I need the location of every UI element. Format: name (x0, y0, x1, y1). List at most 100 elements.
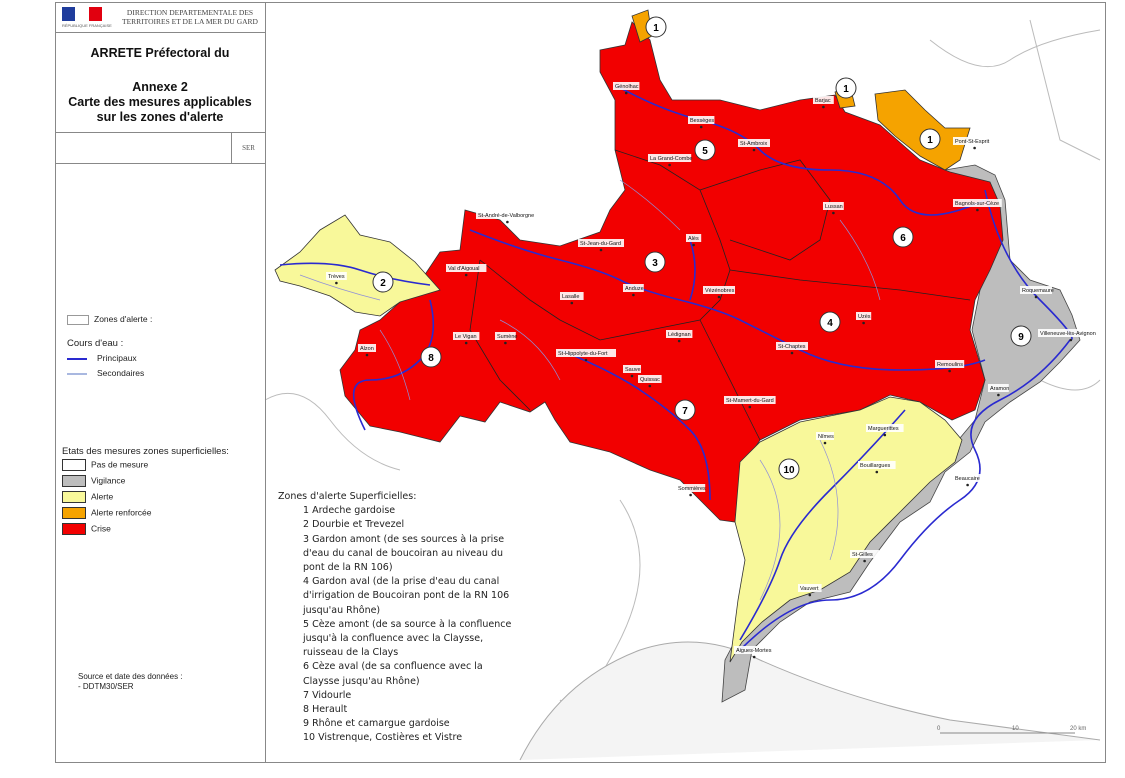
zone-list-item: 10 Vistrenque, Costières et Vistre (303, 732, 463, 744)
legend-panel: RÉPUBLIQUE FRANÇAISE DIRECTION DEPARTEME… (55, 2, 266, 762)
svg-text:3: 3 (652, 258, 658, 269)
svg-text:1: 1 (653, 23, 659, 34)
svg-text:Sauve: Sauve (625, 367, 641, 373)
svg-text:Quissac: Quissac (640, 377, 660, 383)
svg-text:Aigues-Mortes: Aigues-Mortes (736, 648, 772, 654)
town-label: Villeneuve-lès-Avignon (1038, 329, 1104, 342)
town-label: Pont-St-Esprit (953, 137, 997, 150)
service-label: SER (231, 133, 265, 163)
zone-list-item: 7 Vidourle (303, 689, 352, 701)
zone-marker-9: 9 (1010, 325, 1032, 347)
svg-text:Bessèges: Bessèges (690, 118, 714, 124)
svg-text:Lasalle: Lasalle (562, 294, 579, 300)
legend-river-main-label: Principaux (97, 353, 137, 363)
zone-2-alerte (274, 214, 441, 317)
legend-state-0: Pas de mesure (62, 459, 148, 471)
town-label: Lasalle (560, 292, 584, 305)
svg-text:6: 6 (900, 233, 906, 244)
town-label: Bessèges (688, 116, 714, 129)
svg-text:Vézénobres: Vézénobres (705, 288, 735, 294)
svg-text:2: 2 (380, 278, 386, 289)
legend-rivers-title: Cours d'eau : (67, 338, 124, 349)
svg-text:Marguerittes: Marguerittes (868, 426, 899, 432)
town-label: Uzès (856, 312, 872, 325)
map-title-line1: Carte des mesures applicables (68, 95, 252, 109)
town-labels: Génolhac Bessèges St-Ambroix Barjac Pont-St-… (326, 82, 1104, 659)
svg-text:10: 10 (783, 465, 795, 476)
legend-river-main: Principaux (67, 353, 137, 363)
svg-text:St-André-de-Valborgne: St-André-de-Valborgne (478, 213, 534, 219)
annex-title: Annexe 2 (132, 80, 188, 94)
svg-text:Bagnols-sur-Cèze: Bagnols-sur-Cèze (955, 201, 999, 207)
svg-text:Alès: Alès (688, 236, 699, 242)
svg-text:Lédignan: Lédignan (668, 332, 691, 338)
svg-text:Uzès: Uzès (858, 314, 871, 320)
town-label: Aigues-Mortes (734, 646, 775, 659)
town-label: Trèves (326, 272, 347, 285)
legend-state-label: Pas de mesure (91, 459, 149, 470)
zone-boundaries (469, 149, 971, 441)
zone-list-item: 1 Ardeche gardoise (303, 505, 396, 517)
legend-river-secondary: Secondaires (67, 368, 144, 378)
svg-text:St-Hippolyte-du-Fort: St-Hippolyte-du-Fort (558, 351, 608, 357)
town-label: Le Vigan (453, 332, 480, 345)
svg-text:Sommières: Sommières (678, 486, 706, 492)
town-label: Bagnols-sur-Cèze (953, 199, 1002, 212)
zone-marker-7: 7 (674, 399, 696, 421)
town-label: Anduze (623, 284, 644, 297)
coastline (519, 641, 1101, 761)
svg-text:5: 5 (702, 146, 708, 157)
zone-marker-2: 2 (372, 271, 394, 293)
legend-zones: Zones d'alerte : (67, 314, 152, 325)
svg-text:8: 8 (428, 353, 434, 364)
svg-text:1: 1 (927, 135, 933, 146)
svg-text:Val d'Aigoual: Val d'Aigoual (448, 266, 480, 272)
scale-bar: 0 10 20 km (937, 726, 1086, 734)
map-frame (55, 2, 1106, 763)
svg-text:Aramon: Aramon (990, 386, 1009, 392)
svg-text:7: 7 (682, 406, 688, 417)
zone-list-item: 2 Dourbie et Trevezel (303, 519, 405, 531)
zones-list: Zones d'alerte Superficielles: 1 Ardeche… (278, 490, 513, 746)
svg-text:4: 4 (827, 318, 833, 329)
svg-text:Remoulins: Remoulins (937, 362, 963, 368)
svg-text:Lussan: Lussan (825, 204, 843, 210)
town-label: Barjac (813, 96, 834, 109)
zone-marker-3: 3 (644, 251, 666, 273)
town-label: Vauvert (798, 584, 822, 597)
town-label: Lussan (823, 202, 844, 215)
town-label: Quissac (638, 375, 662, 388)
zone-marker-6: 6 (892, 226, 914, 248)
town-label: St-Gilles (850, 550, 880, 563)
svg-text:St-Chaptes: St-Chaptes (778, 344, 806, 350)
svg-text:Barjac: Barjac (815, 98, 831, 104)
zone-list-item: 4 Gardon aval (de la prise d'eau du cana… (303, 576, 510, 616)
town-label: Beaucaire (953, 474, 983, 487)
legend-state-3: Alerte renforcée (62, 507, 151, 519)
zone-9-vigilance (721, 164, 1081, 703)
svg-text:St-Mamert-du-Gard: St-Mamert-du-Gard (726, 398, 774, 404)
zone-marker-4: 4 (819, 311, 841, 333)
svg-text:Trèves: Trèves (328, 274, 345, 280)
svg-text:Vauvert: Vauvert (800, 586, 819, 592)
zone-list-item: 8 Herault (303, 704, 348, 716)
zone-marker-8: 8 (420, 346, 442, 368)
service-box: SER (55, 133, 265, 164)
town-label: La Grand-Combe (648, 154, 693, 167)
zone-list-item: 9 Rhône et camargue gardoise (303, 718, 450, 730)
town-label: St-Mamert-du-Gard (724, 396, 776, 409)
town-label: Génolhac (613, 82, 640, 95)
arrete-title: ARRETE Préfectoral du (90, 46, 230, 60)
svg-text:Beaucaire: Beaucaire (955, 476, 980, 482)
svg-text:Anduze: Anduze (625, 286, 644, 292)
svg-text:Bouillargues: Bouillargues (860, 463, 891, 469)
title-box: ARRETE Préfectoral du Annexe 2 Carte des… (55, 32, 265, 133)
source-label: Source et date des données : (78, 672, 183, 681)
legend-swatch (62, 507, 86, 519)
legend-state-1: Vigilance (62, 475, 125, 487)
svg-text:1: 1 (843, 84, 849, 95)
town-label: Remoulins (935, 360, 965, 373)
svg-text:Le Vigan: Le Vigan (455, 334, 477, 340)
town-label: Sommières (676, 484, 706, 497)
